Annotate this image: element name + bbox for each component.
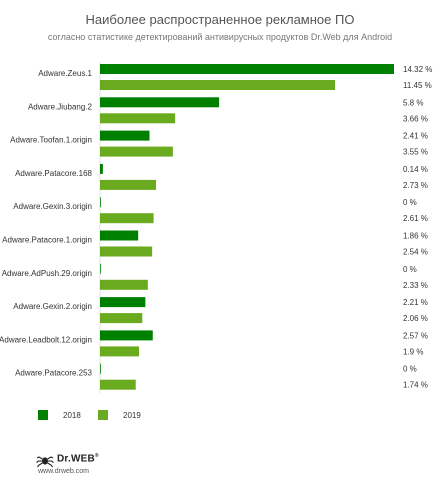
value-label-2018: 2.41 % xyxy=(403,132,428,141)
category-label: Adware.Leadbolt.12.origin xyxy=(0,335,92,344)
category-label: Adware.AdPush.29.origin xyxy=(2,269,92,278)
bar-2018 xyxy=(100,64,394,74)
value-label-2019: 3.55 % xyxy=(403,148,428,157)
spider-icon xyxy=(36,456,54,468)
category-label: Adware.Gexin.3.origin xyxy=(13,202,92,211)
category-label: Adware.Jiubang.2 xyxy=(28,102,93,111)
bar-2019 xyxy=(100,313,143,324)
value-label-2019: 2.61 % xyxy=(403,214,428,223)
bar-2019 xyxy=(100,213,154,224)
value-label-2018: 1.86 % xyxy=(403,232,428,241)
footer-url: www.drweb.com xyxy=(38,468,89,475)
value-label-2019: 2.06 % xyxy=(403,314,428,323)
value-label-2018: 0 % xyxy=(403,365,417,374)
value-label-2019: 1.9 % xyxy=(403,347,423,356)
value-label-2019: 1.74 % xyxy=(403,381,428,390)
bar-2018 xyxy=(100,97,220,108)
legend-label-2018: 2018 xyxy=(63,410,81,420)
value-label-2019: 2.54 % xyxy=(403,248,428,257)
bar-2019 xyxy=(100,346,140,357)
legend-swatch-2018 xyxy=(38,410,48,420)
bar-2018 xyxy=(100,197,101,208)
category-label: Adware.Patacore.1.origin xyxy=(2,236,92,245)
drweb-logo: Dr.WEB® www.drweb.com xyxy=(36,452,156,478)
legend-item-2019: 2019 xyxy=(98,410,141,420)
value-label-2019: 3.66 % xyxy=(403,114,428,123)
category-label: Adware.Patacore.168 xyxy=(15,169,92,178)
bar-2018 xyxy=(100,330,153,341)
bar-2018 xyxy=(100,263,101,274)
bar-2019 xyxy=(100,246,153,257)
category-label: Adware.Patacore.253 xyxy=(15,369,92,378)
value-label-2018: 2.21 % xyxy=(403,298,428,307)
bar-2018 xyxy=(100,230,139,241)
logo-text: Dr.WEB® xyxy=(57,453,99,465)
value-label-2018: 0 % xyxy=(403,265,417,274)
value-label-2018: 0 % xyxy=(403,198,417,207)
bar-chart: Adware.Zeus.1 14.32 % 11.45 % Adware.Jiuban… xyxy=(0,62,432,393)
bar-2019 xyxy=(100,80,336,90)
value-label-2019: 2.33 % xyxy=(403,281,428,290)
chart-subtitle: согласно статистике детектирований антив… xyxy=(47,32,393,42)
value-label-2018: 5.8 % xyxy=(403,98,423,107)
bar-2019 xyxy=(100,279,148,290)
bar-2018 xyxy=(100,297,146,308)
legend-label-2019: 2019 xyxy=(123,410,141,420)
bar-2018 xyxy=(100,130,150,141)
legend-item-2018: 2018 xyxy=(38,410,81,420)
category-label: Adware.Toofan.1.origin xyxy=(10,136,92,145)
chart-legend: 2018 2019 xyxy=(38,410,238,426)
bar-2018 xyxy=(100,363,101,374)
value-label-2018: 2.57 % xyxy=(403,331,428,340)
value-label-2018: 14.32 % xyxy=(403,65,432,74)
legend-swatch-2019 xyxy=(98,410,108,420)
bar-2019 xyxy=(100,113,176,124)
value-label-2019: 2.73 % xyxy=(403,181,428,190)
bar-2018 xyxy=(100,163,103,174)
value-label-2018: 0.14 % xyxy=(403,165,428,174)
bar-2019 xyxy=(100,379,136,390)
category-label: Adware.Gexin.2.origin xyxy=(13,302,92,311)
chart-title: Наиболее распространенное рекламное ПО xyxy=(85,12,355,27)
bar-2019 xyxy=(100,179,157,190)
category-label: Adware.Zeus.1 xyxy=(38,69,92,78)
value-label-2019: 11.45 % xyxy=(403,81,432,90)
bar-2019 xyxy=(100,146,173,157)
